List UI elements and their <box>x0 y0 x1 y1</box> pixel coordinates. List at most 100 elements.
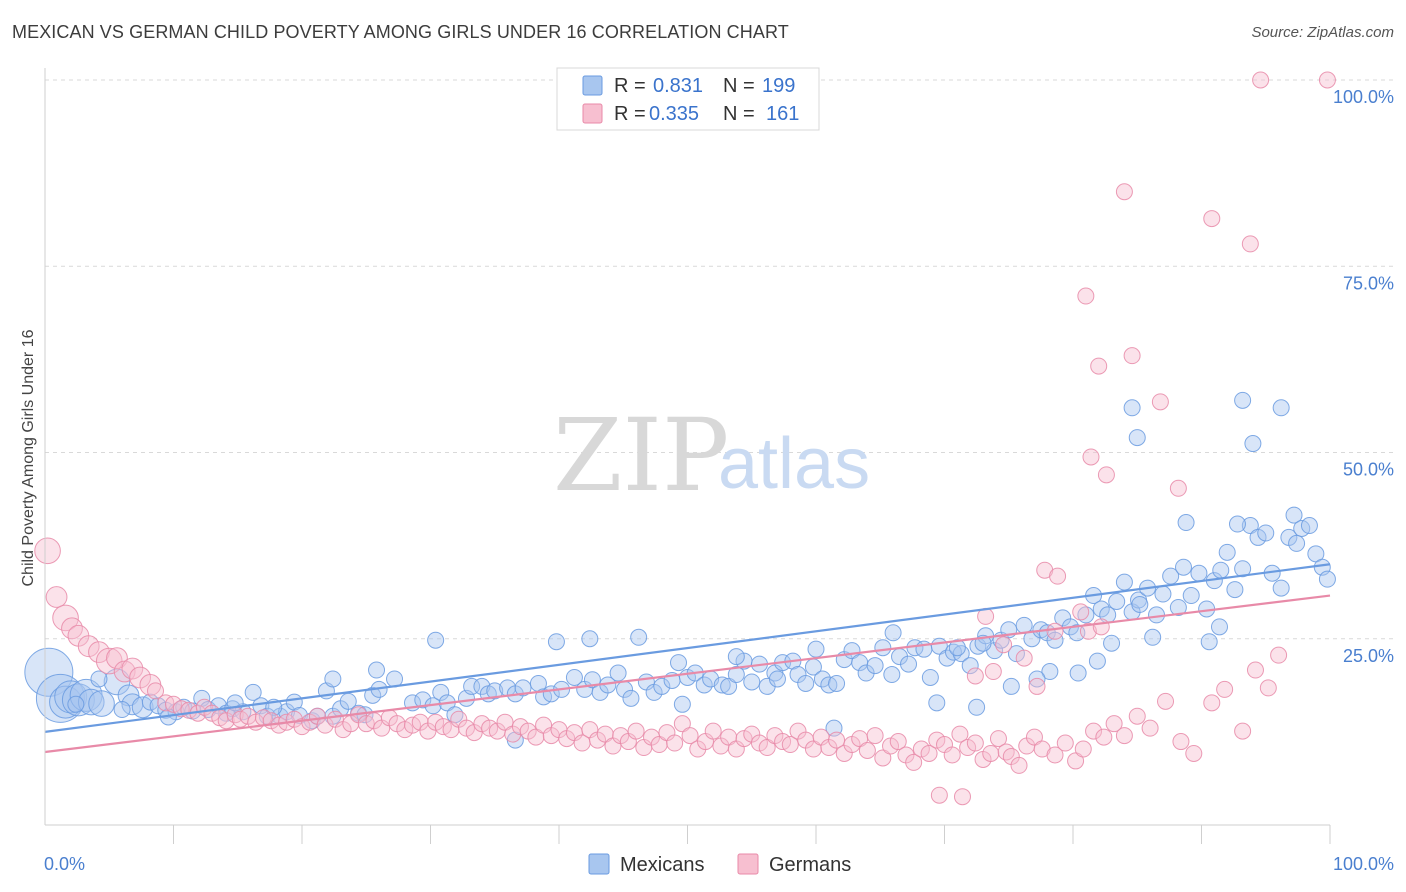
point-germans <box>1123 347 1141 365</box>
point-mexicans <box>427 631 445 649</box>
point-germans <box>758 739 776 757</box>
x-tick-label-max: 100.0% <box>1333 854 1394 874</box>
point-germans <box>1105 715 1123 733</box>
point-mexicans <box>1115 573 1133 591</box>
point-germans <box>1074 740 1092 758</box>
point-mexicans <box>88 690 115 717</box>
point-germans <box>52 604 79 632</box>
watermark-zip: ZIP <box>553 397 729 514</box>
point-mexicans <box>713 676 731 694</box>
point-germans <box>1203 210 1221 228</box>
point-germans <box>953 788 971 806</box>
legend-swatch-germans <box>582 103 603 124</box>
point-germans <box>1270 646 1288 664</box>
series-legend-swatch-germans <box>737 853 759 875</box>
watermark: ZIP atlas <box>553 397 870 514</box>
series-legend-label-germans: Germans <box>769 854 851 876</box>
point-mexicans <box>961 657 979 675</box>
legend-r-label-germans: R = <box>614 103 646 125</box>
point-mexicans <box>866 657 884 675</box>
point-germans <box>1141 719 1159 737</box>
point-mexicans <box>49 685 83 719</box>
point-germans <box>34 537 61 565</box>
point-germans <box>681 727 699 745</box>
point-germans <box>704 722 722 740</box>
series-legend-swatch-mexicans <box>588 853 610 875</box>
point-germans <box>1079 622 1097 640</box>
point-germans <box>1072 603 1090 621</box>
point-germans <box>1067 752 1085 770</box>
point-germans <box>1259 679 1277 697</box>
point-mexicans <box>414 691 432 709</box>
legend-swatch-mexicans <box>582 75 603 96</box>
point-germans <box>1151 393 1169 411</box>
point-germans <box>1092 618 1110 636</box>
point-mexicans <box>768 670 786 688</box>
y-tick-label: 100.0% <box>1333 87 1394 107</box>
point-mexicans <box>175 698 193 716</box>
point-germans <box>982 744 1000 762</box>
point-germans <box>858 742 876 759</box>
point-mexicans <box>368 661 386 679</box>
point-mexicans <box>103 668 131 696</box>
point-mexicans <box>1272 579 1290 597</box>
point-germans <box>1318 71 1336 89</box>
point-mexicans <box>364 686 382 704</box>
point-germans <box>995 636 1013 654</box>
point-mexicans <box>1088 652 1106 670</box>
point-mexicans <box>1041 663 1059 681</box>
point-mexicans <box>1077 606 1095 624</box>
point-mexicans <box>1272 399 1290 417</box>
point-mexicans <box>921 668 939 686</box>
point-mexicans <box>1241 517 1259 535</box>
y-tick-label: 50.0% <box>1343 460 1394 480</box>
point-mexicans <box>1212 561 1230 579</box>
point-mexicans <box>828 674 846 692</box>
point-mexicans <box>695 676 713 694</box>
point-germans <box>1252 71 1270 89</box>
chart-title: MEXICAN VS GERMAN CHILD POVERTY AMONG GI… <box>12 22 789 42</box>
point-mexicans <box>514 679 532 697</box>
point-mexicans <box>1092 600 1110 618</box>
point-mexicans <box>797 674 815 692</box>
point-germans <box>147 682 165 700</box>
point-germans <box>905 753 923 771</box>
point-mexicans <box>630 628 648 646</box>
point-mexicans <box>113 701 131 719</box>
point-mexicans <box>547 633 565 651</box>
point-mexicans <box>968 698 986 716</box>
point-mexicans <box>1244 435 1262 453</box>
point-mexicans <box>1128 429 1146 447</box>
point-mexicans <box>1218 543 1236 561</box>
watermark-atlas: atlas <box>718 424 870 504</box>
point-mexicans <box>673 695 691 713</box>
point-germans <box>1115 727 1133 745</box>
point-germans <box>496 713 514 731</box>
point-mexicans <box>1028 670 1046 688</box>
point-mexicans <box>1257 524 1275 542</box>
point-germans <box>666 734 684 752</box>
point-mexicans <box>884 624 902 642</box>
point-mexicans <box>1131 595 1149 613</box>
point-mexicans <box>928 694 946 712</box>
point-mexicans <box>1190 564 1208 582</box>
point-mexicans <box>1154 585 1172 603</box>
point-mexicans <box>581 630 599 648</box>
series-legend-label-mexicans: Mexicans <box>620 854 704 876</box>
point-germans <box>828 731 846 749</box>
point-germans <box>1097 466 1115 484</box>
point-germans <box>121 657 144 680</box>
point-germans <box>1234 722 1252 740</box>
point-germans <box>1046 622 1064 640</box>
point-germans <box>984 663 1002 681</box>
point-mexicans <box>1123 399 1141 417</box>
point-germans <box>1082 448 1100 466</box>
point-germans <box>61 617 83 640</box>
trend-line-mexicans <box>44 563 1331 733</box>
point-mexicans <box>77 688 105 716</box>
point-germans <box>930 786 948 804</box>
point-mexicans <box>727 648 745 666</box>
point-mexicans <box>1288 534 1306 552</box>
point-germans <box>889 733 907 751</box>
point-germans <box>1241 235 1259 253</box>
